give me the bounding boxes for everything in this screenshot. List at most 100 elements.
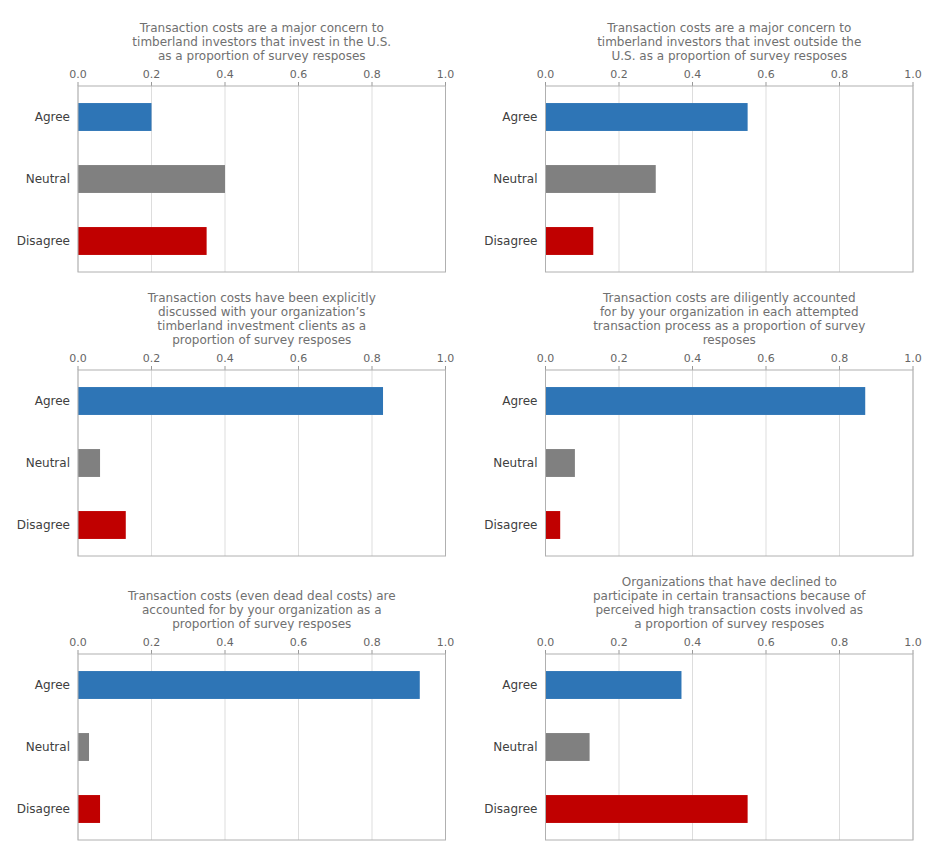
tick-mark <box>151 82 152 86</box>
tick-mark <box>445 82 446 86</box>
tick-mark <box>766 82 767 86</box>
tick-label: 0.2 <box>610 68 628 81</box>
bar <box>546 795 748 823</box>
panel: 0.00.20.40.60.81.0AgreeNeutralDisagreeOr… <box>484 575 921 840</box>
bars <box>78 387 383 539</box>
tick-mark <box>545 82 546 86</box>
plot-frame <box>78 86 446 272</box>
tick-mark <box>78 366 79 370</box>
tick-mark <box>839 650 840 654</box>
grid-line <box>372 86 373 272</box>
tick-mark <box>78 82 79 86</box>
grid-line <box>766 86 767 272</box>
tick-label: 0.2 <box>610 636 628 649</box>
plot-frame <box>546 370 914 556</box>
category-label: Disagree <box>17 802 70 816</box>
tick-label: 0.6 <box>757 352 775 365</box>
plot-area <box>546 370 914 556</box>
bar <box>78 733 89 761</box>
grid-line <box>766 654 767 840</box>
plot-area <box>546 654 914 840</box>
category-label: Agree <box>502 678 537 692</box>
tick-mark <box>545 650 546 654</box>
tick-label: 0.6 <box>290 68 308 81</box>
category-label: Neutral <box>493 740 537 754</box>
tick-mark <box>445 650 446 654</box>
tick-label: 0.8 <box>831 68 849 81</box>
tick-label: 1.0 <box>904 352 922 365</box>
grid-line <box>839 86 840 272</box>
figure: 0.0 0.2 0.4 0.6 0.8 1.0 Agree Neutral Disagree Tr… <box>0 0 935 852</box>
panel: 0.00.20.40.60.81.0AgreeNeutralDisagreeTr… <box>17 291 454 556</box>
tick-label: 0.4 <box>216 636 234 649</box>
category-label: Agree <box>35 110 70 124</box>
tick-mark <box>372 82 373 86</box>
tick-mark <box>298 82 299 86</box>
tick-mark <box>913 366 914 370</box>
tick-label: 0.8 <box>363 636 381 649</box>
category-label: Agree <box>502 394 537 408</box>
tick-mark <box>225 366 226 370</box>
plot-frame <box>546 654 914 840</box>
bar <box>78 449 100 477</box>
title: Transaction costs are diligently account… <box>593 291 865 347</box>
tick-mark <box>225 650 226 654</box>
bar <box>546 165 656 193</box>
tick-mark <box>839 366 840 370</box>
category-label: Disagree <box>17 518 70 532</box>
category-label: Agree <box>35 678 70 692</box>
tick-label: 1.0 <box>437 68 455 81</box>
title: Transaction costs are a major concern to… <box>597 21 861 63</box>
category-label: Disagree <box>484 518 537 532</box>
tick-label: 0.4 <box>216 352 234 365</box>
plot-area <box>546 86 914 272</box>
category-label: Disagree <box>484 234 537 248</box>
bar <box>546 511 561 539</box>
panel: 0.00.20.40.60.81.0AgreeNeutralDisagreeTr… <box>17 589 454 840</box>
category-label: Neutral <box>493 172 537 186</box>
tick-mark <box>151 650 152 654</box>
plot-area <box>78 654 446 840</box>
panel: 0.00.20.40.60.81.0AgreeNeutralDisagreeTr… <box>17 21 454 272</box>
bar <box>546 449 575 477</box>
tick-mark <box>913 82 914 86</box>
tick-label: 0.2 <box>610 352 628 365</box>
tick-mark <box>151 366 152 370</box>
bars <box>546 671 748 823</box>
tick-mark <box>372 650 373 654</box>
plot-area <box>78 370 446 556</box>
tick-label: 0.8 <box>363 352 381 365</box>
tick-label: 0.2 <box>143 68 161 81</box>
tick-label: 0.8 <box>363 68 381 81</box>
tick-mark <box>766 650 767 654</box>
category-label: Agree <box>35 394 70 408</box>
tick-mark <box>78 650 79 654</box>
tick-label: 0.8 <box>831 352 849 365</box>
tick-mark <box>692 82 693 86</box>
tick-label: 1.0 <box>437 636 455 649</box>
bar <box>546 103 748 131</box>
bar <box>546 387 866 415</box>
grid-line <box>839 654 840 840</box>
tick-label: 0.0 <box>69 68 87 81</box>
bars <box>546 387 866 539</box>
bar <box>78 387 383 415</box>
tick-label: 0.6 <box>290 352 308 365</box>
tick-label: 1.0 <box>904 636 922 649</box>
tick-label: 0.0 <box>69 636 87 649</box>
grid-line <box>298 86 299 272</box>
plot-frame <box>78 370 446 556</box>
tick-label: 1.0 <box>437 352 455 365</box>
bar <box>546 227 594 255</box>
tick-mark <box>372 366 373 370</box>
tick-mark <box>766 366 767 370</box>
tick-mark <box>619 650 620 654</box>
category-label: Agree <box>502 110 537 124</box>
tick-label: 0.2 <box>143 352 161 365</box>
bar <box>78 165 225 193</box>
tick-label: 0.0 <box>537 636 555 649</box>
plot-area <box>78 86 446 272</box>
tick-label: 0.4 <box>684 352 702 365</box>
category-label: Neutral <box>493 456 537 470</box>
title: Organizations that have declined toparti… <box>593 575 866 631</box>
